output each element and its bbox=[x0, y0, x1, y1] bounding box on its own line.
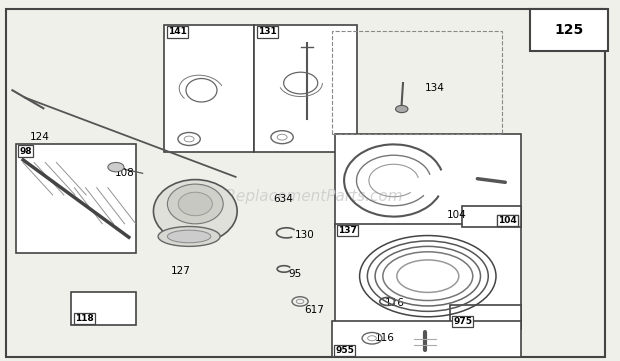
Ellipse shape bbox=[167, 184, 223, 224]
Text: 955: 955 bbox=[335, 346, 354, 355]
Text: 634: 634 bbox=[273, 193, 293, 204]
Text: 130: 130 bbox=[294, 230, 314, 240]
Text: 104: 104 bbox=[446, 210, 466, 220]
Circle shape bbox=[108, 162, 124, 172]
Bar bbox=[71, 292, 136, 325]
Text: 134: 134 bbox=[425, 83, 445, 93]
Text: 116: 116 bbox=[384, 298, 404, 308]
Ellipse shape bbox=[179, 192, 212, 216]
Bar bbox=[332, 321, 521, 357]
Bar bbox=[335, 134, 521, 227]
Text: 133: 133 bbox=[498, 216, 517, 225]
Bar bbox=[462, 206, 521, 227]
Text: 98: 98 bbox=[19, 147, 32, 156]
Bar bbox=[332, 31, 502, 134]
Bar bbox=[164, 25, 254, 152]
Bar bbox=[16, 144, 136, 253]
Text: eReplacementParts.com: eReplacementParts.com bbox=[216, 189, 404, 204]
Text: 108: 108 bbox=[115, 168, 135, 178]
Ellipse shape bbox=[154, 179, 237, 243]
Ellipse shape bbox=[167, 230, 211, 243]
Text: 617: 617 bbox=[304, 305, 324, 316]
Text: 634: 634 bbox=[177, 193, 197, 204]
Text: 118: 118 bbox=[75, 314, 94, 323]
Text: 125: 125 bbox=[554, 23, 583, 37]
Text: 124: 124 bbox=[30, 132, 50, 142]
Bar bbox=[530, 9, 608, 51]
Text: 131: 131 bbox=[258, 27, 277, 36]
Text: 137: 137 bbox=[339, 226, 357, 235]
Circle shape bbox=[396, 105, 408, 113]
Text: 95: 95 bbox=[288, 269, 301, 279]
Bar bbox=[335, 224, 521, 329]
Text: 127: 127 bbox=[170, 266, 190, 276]
Ellipse shape bbox=[158, 227, 220, 246]
Text: 975: 975 bbox=[453, 317, 472, 326]
Text: 141: 141 bbox=[168, 27, 187, 36]
Bar bbox=[254, 25, 356, 152]
Bar bbox=[450, 305, 521, 329]
Text: 104: 104 bbox=[498, 216, 517, 225]
Text: 116: 116 bbox=[375, 332, 395, 343]
